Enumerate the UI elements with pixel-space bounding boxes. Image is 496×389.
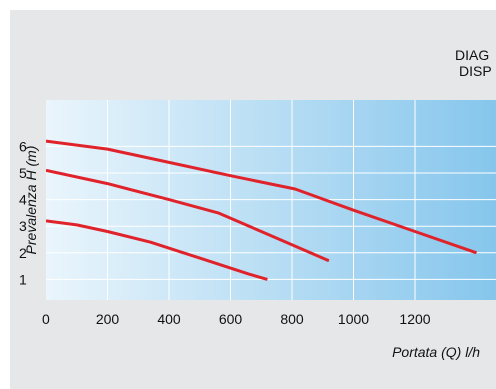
- y-tick-label: 3: [19, 218, 27, 234]
- series-line-1: [46, 139, 477, 255]
- x-tick-label: 0: [42, 311, 50, 327]
- x-axis-label: Portata (Q) l/h: [392, 344, 480, 360]
- series-line-3: [46, 219, 268, 281]
- x-tick-label: 800: [280, 311, 304, 327]
- grid: [46, 100, 496, 300]
- y-tick-label: 2: [19, 245, 27, 261]
- y-tick-label: 4: [19, 192, 27, 208]
- x-tick-label: 1000: [338, 311, 369, 327]
- y-tick-label: 1: [19, 271, 27, 287]
- y-tick-label: 6: [19, 138, 27, 154]
- x-axis-ticks: 0 200 400 600 800 1000 1200: [42, 311, 431, 327]
- series-line-2: [46, 168, 330, 263]
- x-tick-label: 400: [157, 311, 181, 327]
- y-tick-label: 5: [19, 165, 27, 181]
- y-axis-label: Prevalenza H (m): [23, 146, 39, 255]
- heading-line-1: DIAG: [455, 47, 489, 63]
- heading-line-2: DISP: [459, 63, 492, 79]
- x-tick-label: 600: [219, 311, 243, 327]
- y-axis-ticks: 1 2 3 4 5 6: [19, 138, 27, 287]
- x-tick-label: 200: [96, 311, 120, 327]
- x-tick-label: 1200: [399, 311, 430, 327]
- series-group: [46, 139, 477, 281]
